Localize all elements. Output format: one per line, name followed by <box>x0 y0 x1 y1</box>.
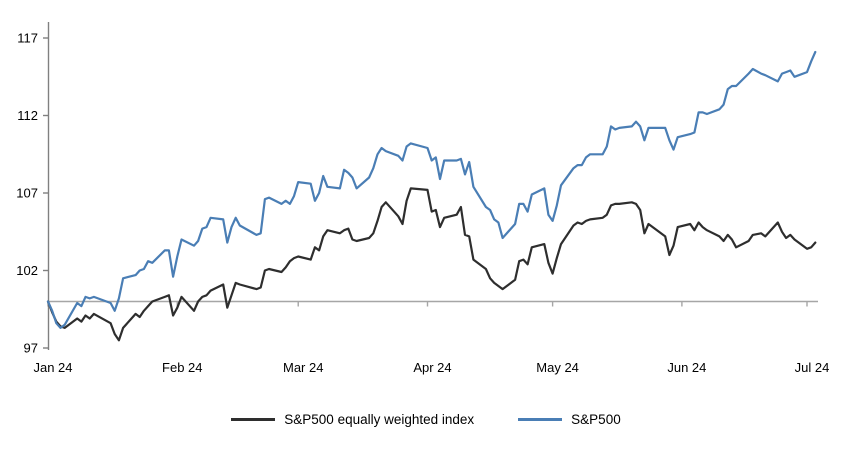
y-tick-label: 112 <box>17 108 38 123</box>
x-tick-label: May 24 <box>536 360 579 375</box>
x-axis-labels: Jan 24 Feb 24 Mar 24 Apr 24 May 24 Jun 24 Jul … <box>33 360 829 375</box>
y-tick-label: 102 <box>16 263 38 278</box>
x-tick-label: Mar 24 <box>283 360 323 375</box>
y-tick-label: 97 <box>24 341 38 356</box>
x-tick-label: Jul 24 <box>795 360 830 375</box>
baseline-axis <box>47 300 818 307</box>
y-axis: 117 112 107 102 97 <box>16 22 50 356</box>
series-lines <box>46 50 817 342</box>
x-tick-label: Jun 24 <box>667 360 706 375</box>
chart-canvas: 117 112 107 102 97 Jan 24 Feb 24 Mar 24 Apr 24 M… <box>16 22 829 375</box>
x-tick-label: Jan 24 <box>33 360 72 375</box>
legend-label-sp500: S&P500 <box>571 412 621 427</box>
y-tick-label: 107 <box>16 186 38 201</box>
equal-weight-series-line <box>46 187 817 342</box>
legend-item-sp500: S&P500 <box>518 412 621 427</box>
equal-weight-line-swatch <box>231 418 276 421</box>
sp500-line-swatch <box>518 418 563 421</box>
x-tick-label: Feb 24 <box>162 360 202 375</box>
sp500-series-line <box>46 50 817 329</box>
y-tick-label: 117 <box>17 31 38 46</box>
legend-item-equal-weight: S&P500 equally weighted index <box>231 412 474 427</box>
legend: S&P500 equally weighted index S&P500 <box>0 412 852 427</box>
x-tick-label: Apr 24 <box>413 360 451 375</box>
legend-label-equal-weight: S&P500 equally weighted index <box>284 412 475 427</box>
